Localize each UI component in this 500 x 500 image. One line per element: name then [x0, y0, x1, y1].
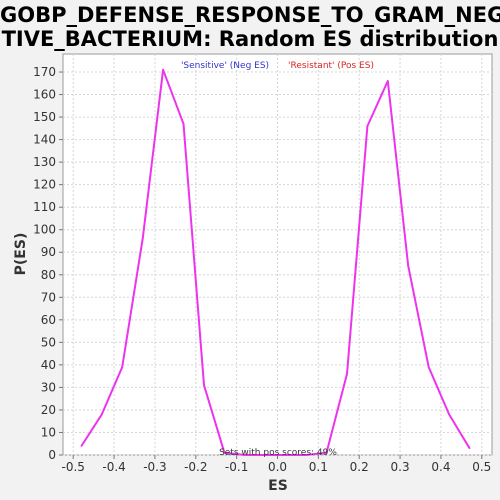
data-point [244, 454, 246, 456]
y-tick-label: 170 [33, 65, 56, 79]
data-point [448, 413, 450, 416]
x-tick-label: -0.2 [184, 460, 207, 474]
x-tick-label: -0.4 [102, 460, 125, 474]
y-tick-label: 120 [33, 178, 56, 192]
legend-resistant: 'Resistant' (Pos ES) [288, 61, 374, 71]
data-point [141, 237, 144, 240]
y-tick-label: 0 [48, 448, 56, 462]
chart-title-line-1: GOBP_DEFENSE_RESPONSE_TO_GRAM_NEGA [0, 3, 500, 27]
x-tick-label: 0.1 [309, 460, 328, 474]
data-point [101, 413, 103, 416]
pos-scores-annotation: Sets with pos scores: 49% [219, 448, 337, 458]
chart-title: GOBP_DEFENSE_RESPONSE_TO_GRAM_NEGA TIVE_… [0, 3, 500, 51]
legend-sensitive: 'Sensitive' (Neg ES) [181, 61, 269, 71]
y-axis-ticks: 0 10 20 30 40 50 60 70 80 90 100 110 120 130 140 150 160… [33, 65, 63, 462]
y-tick-label: 140 [33, 133, 56, 147]
data-point [203, 384, 205, 386]
grid-lines [63, 54, 492, 456]
y-tick-label: 60 [41, 313, 56, 327]
x-axis-ticks: -0.5 -0.4 -0.3 -0.2 -0.1 0.0 0.1 0.2 0.3 0.4 0.5 [62, 455, 491, 474]
data-point [305, 454, 307, 456]
data-point [346, 373, 348, 375]
y-tick-label: 150 [33, 110, 56, 124]
x-tick-label: -0.5 [62, 460, 85, 474]
x-tick-label: 0.2 [350, 460, 369, 474]
data-point [325, 451, 328, 454]
x-tick-label: -0.1 [225, 460, 248, 474]
data-point [264, 454, 267, 456]
y-tick-label: 90 [41, 245, 56, 259]
series-line [80, 68, 471, 456]
y-tick-label: 110 [33, 200, 56, 214]
x-axis-label: ES [268, 478, 288, 494]
chart-title-line-2: TIVE_BACTERIUM: Random ES distribution [1, 27, 499, 51]
data-point [121, 366, 124, 368]
y-tick-label: 30 [41, 380, 56, 394]
y-tick-label: 20 [41, 403, 56, 417]
y-axis-label: P(ES) [13, 233, 29, 276]
x-tick-label: 0.4 [431, 460, 450, 474]
data-point [162, 68, 164, 71]
y-tick-label: 160 [33, 88, 56, 102]
x-tick-label: -0.3 [143, 460, 166, 474]
y-tick-label: 80 [41, 268, 56, 282]
data-point [284, 454, 287, 456]
y-tick-label: 50 [41, 335, 56, 349]
y-tick-label: 10 [41, 425, 56, 439]
data-point [80, 445, 83, 447]
x-tick-label: 0.0 [268, 460, 287, 474]
data-point [468, 447, 471, 450]
data-point [223, 451, 226, 454]
data-point [182, 123, 185, 125]
data-point [427, 366, 430, 368]
series-points [80, 68, 471, 456]
y-tick-label: 70 [41, 290, 56, 304]
y-tick-label: 40 [41, 358, 56, 372]
data-point [366, 125, 369, 127]
x-tick-label: 0.3 [391, 460, 410, 474]
data-point [407, 264, 410, 267]
y-tick-label: 130 [33, 155, 56, 169]
data-point [387, 80, 389, 82]
x-tick-label: 0.5 [472, 460, 491, 474]
y-tick-label: 100 [33, 223, 56, 237]
